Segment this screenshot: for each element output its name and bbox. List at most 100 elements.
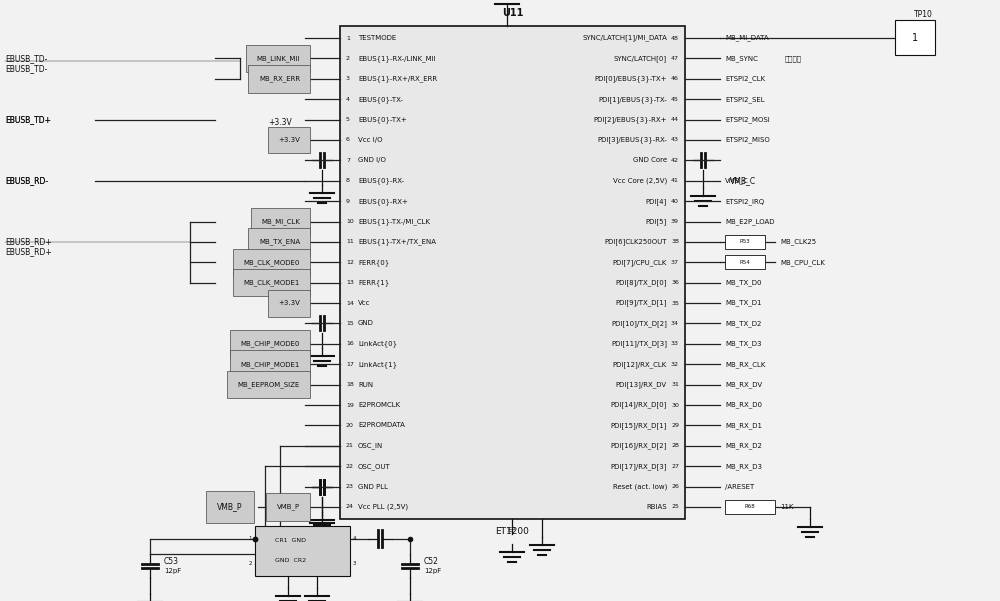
Text: MB_CLK_MODE0: MB_CLK_MODE0 [244, 259, 300, 266]
Text: TESTMODE: TESTMODE [358, 35, 396, 41]
Text: PDI[17]/RX_D[3]: PDI[17]/RX_D[3] [610, 463, 667, 469]
Text: 37: 37 [671, 260, 679, 265]
Text: 6: 6 [346, 138, 350, 142]
Text: EBUS{1}-RX-/LINK_MII: EBUS{1}-RX-/LINK_MII [358, 55, 436, 62]
Text: 2: 2 [248, 561, 252, 566]
Text: 1: 1 [912, 33, 918, 43]
Text: EBUSB_TD+: EBUSB_TD+ [5, 115, 51, 124]
Text: VMB_P: VMB_P [277, 504, 300, 510]
Text: VMB_C: VMB_C [730, 176, 756, 185]
Text: 20: 20 [346, 423, 354, 428]
Text: ETSPI2_MOSI: ETSPI2_MOSI [725, 116, 770, 123]
Text: 23: 23 [346, 484, 354, 489]
Text: C52: C52 [424, 557, 439, 566]
Text: PDI[0]/EBUS{3}-TX+: PDI[0]/EBUS{3}-TX+ [594, 75, 667, 82]
Text: MB_RX_D3: MB_RX_D3 [725, 463, 762, 469]
Text: VMB_C: VMB_C [725, 177, 749, 184]
Text: 13: 13 [346, 280, 354, 285]
Text: MB_TX_D2: MB_TX_D2 [725, 320, 761, 327]
Text: MB_TX_D1: MB_TX_D1 [725, 300, 762, 307]
Bar [725, 235, 765, 249]
Text: 19: 19 [346, 403, 354, 407]
Text: MB_SYNC: MB_SYNC [725, 55, 758, 62]
Text: 32: 32 [671, 362, 679, 367]
Text: 22: 22 [346, 464, 354, 469]
Text: 35: 35 [671, 300, 679, 305]
Text: 28: 28 [671, 444, 679, 448]
Text: OSC_OUT: OSC_OUT [358, 463, 391, 469]
Text: 29: 29 [671, 423, 679, 428]
Text: PDI[4]: PDI[4] [646, 198, 667, 204]
Text: 7: 7 [346, 158, 350, 163]
Text: MB_E2P_LOAD: MB_E2P_LOAD [725, 218, 774, 225]
Text: OSC_IN: OSC_IN [358, 442, 383, 449]
Text: MB_CHIP_MODE0: MB_CHIP_MODE0 [241, 341, 300, 347]
Text: GND I/O: GND I/O [358, 157, 386, 163]
Text: 42: 42 [671, 158, 679, 163]
Text: 9: 9 [346, 198, 350, 204]
Text: EP: EP [508, 527, 516, 533]
Text: SYNC/LATCH[0]: SYNC/LATCH[0] [614, 55, 667, 62]
Text: ETSPI2_IRQ: ETSPI2_IRQ [725, 198, 764, 204]
Text: Vcc I/O: Vcc I/O [358, 137, 382, 143]
Text: EBUSB_RD-: EBUSB_RD- [5, 176, 48, 185]
Text: PDI[7]/CPU_CLK: PDI[7]/CPU_CLK [613, 259, 667, 266]
Text: 10: 10 [346, 219, 354, 224]
Text: +3.3V: +3.3V [278, 300, 300, 306]
Text: MB_RX_DV: MB_RX_DV [725, 381, 762, 388]
Text: EBUSB_RD+: EBUSB_RD+ [5, 248, 52, 257]
Text: MB_CHIP_MODE1: MB_CHIP_MODE1 [241, 361, 300, 368]
Text: GND PLL: GND PLL [358, 484, 388, 490]
Text: 26: 26 [671, 484, 679, 489]
Text: 12pF: 12pF [164, 568, 181, 574]
Text: 45: 45 [671, 97, 679, 102]
Text: PDI[11]/TX_D[3]: PDI[11]/TX_D[3] [611, 341, 667, 347]
Text: TP10: TP10 [914, 10, 933, 19]
Text: MB_EEPROM_SIZE: MB_EEPROM_SIZE [238, 381, 300, 388]
Text: 43: 43 [671, 138, 679, 142]
Text: 1: 1 [248, 536, 252, 541]
Text: 8: 8 [346, 178, 350, 183]
Text: GND Core: GND Core [633, 157, 667, 163]
Text: FERR{0}: FERR{0} [358, 259, 389, 266]
Text: 4: 4 [353, 536, 356, 541]
Text: 11: 11 [346, 239, 354, 245]
Text: 1: 1 [346, 35, 350, 40]
Text: ETSPI2_CLK: ETSPI2_CLK [725, 75, 765, 82]
Text: PDI[1]/EBUS{3}-TX-: PDI[1]/EBUS{3}-TX- [598, 96, 667, 103]
Text: MB_MI_CLK: MB_MI_CLK [261, 218, 300, 225]
Text: MB_MI_DATA: MB_MI_DATA [725, 35, 769, 41]
Text: Vcc Core (2,5V): Vcc Core (2,5V) [613, 177, 667, 184]
Bar [255, 526, 350, 576]
Text: +3.3V: +3.3V [278, 137, 300, 143]
Text: PDI[3]/EBUS{3}-RX-: PDI[3]/EBUS{3}-RX- [597, 136, 667, 143]
Text: U11: U11 [502, 8, 523, 18]
Text: MB_CLK_MODE1: MB_CLK_MODE1 [244, 279, 300, 286]
Text: 3: 3 [353, 561, 356, 566]
Text: MB_CPU_CLK: MB_CPU_CLK [780, 259, 825, 266]
Text: PDI[15]/RX_D[1]: PDI[15]/RX_D[1] [611, 422, 667, 429]
Text: R53: R53 [740, 239, 750, 245]
Text: 分布时钟: 分布时钟 [785, 55, 802, 62]
Text: RUN: RUN [358, 382, 373, 388]
Text: 25: 25 [671, 504, 679, 510]
Text: EBUS{0}-RX-: EBUS{0}-RX- [358, 177, 404, 184]
Text: 41: 41 [671, 178, 679, 183]
Text: ETSPI2_SEL: ETSPI2_SEL [725, 96, 765, 103]
Text: 15: 15 [346, 321, 354, 326]
Text: FERR{1}: FERR{1} [358, 279, 389, 286]
Text: E2PROMCLK: E2PROMCLK [358, 402, 400, 408]
Bar [725, 500, 775, 514]
Text: Vcc: Vcc [358, 300, 370, 306]
Text: U14: U14 [295, 512, 310, 521]
Text: 2: 2 [346, 56, 350, 61]
Text: 39: 39 [671, 219, 679, 224]
Text: +3.3V: +3.3V [268, 118, 292, 127]
Text: PDI[16]/RX_D[2]: PDI[16]/RX_D[2] [611, 442, 667, 449]
Text: 40: 40 [671, 198, 679, 204]
Text: R54: R54 [740, 260, 750, 265]
Text: +3.3V: +3.3V [268, 281, 292, 290]
Text: 31: 31 [671, 382, 679, 387]
Text: 24: 24 [346, 504, 354, 510]
Text: MB_RX_D1: MB_RX_D1 [725, 422, 762, 429]
